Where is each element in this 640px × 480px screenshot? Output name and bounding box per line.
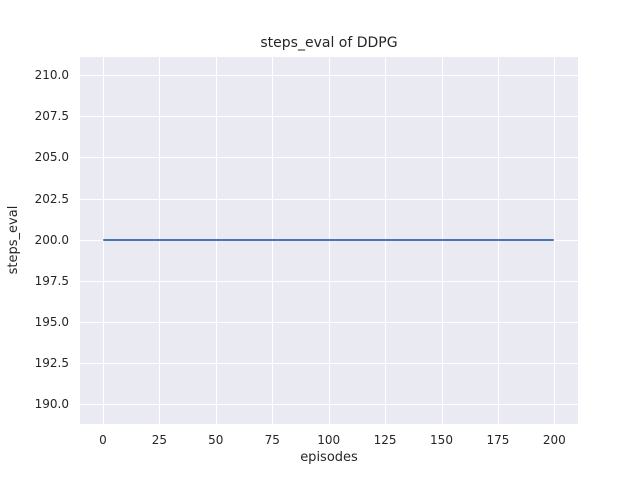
y-tick-label: 197.5 <box>34 273 69 288</box>
x-tick-label: 125 <box>373 433 397 447</box>
x-axis-label: episodes <box>300 450 358 465</box>
y-tick-label: 210.0 <box>34 68 69 83</box>
y-gridline <box>80 157 578 159</box>
x-tick-label: 150 <box>430 433 453 447</box>
x-tick-label: 100 <box>317 433 341 447</box>
y-tick-label: 200.0 <box>34 232 69 247</box>
x-tick-label: 175 <box>486 433 510 447</box>
y-tick-label: 192.5 <box>34 356 69 371</box>
x-tick-label: 0 <box>99 433 107 447</box>
x-tick-label: 25 <box>151 433 168 447</box>
y-tick-label: 190.0 <box>34 397 69 412</box>
y-axis-ticks: 190.0 192.5 195.0 197.5 200.0 202.5 205.0 207.5… <box>0 57 69 424</box>
y-tick-label: 207.5 <box>34 109 69 124</box>
y-tick-label: 205.0 <box>34 150 69 165</box>
x-axis-ticks: 0 25 50 75 100 125 150 175 200 <box>80 433 578 449</box>
series-line-ddpg <box>103 238 555 241</box>
x-tick-label: 50 <box>208 433 224 447</box>
y-tick-label: 195.0 <box>34 315 69 329</box>
y-gridline <box>80 404 578 406</box>
x-tick-label: 200 <box>542 433 566 447</box>
y-gridline <box>80 198 578 200</box>
y-gridline <box>80 322 578 323</box>
plot-area <box>80 57 578 424</box>
y-gridline <box>80 75 578 77</box>
y-gridline <box>80 116 578 118</box>
y-tick-label: 202.5 <box>34 191 69 206</box>
x-tick-label: 75 <box>264 433 280 447</box>
y-gridline <box>80 280 578 282</box>
y-gridline <box>80 363 578 365</box>
chart-title: steps_eval of DDPG <box>260 35 398 51</box>
